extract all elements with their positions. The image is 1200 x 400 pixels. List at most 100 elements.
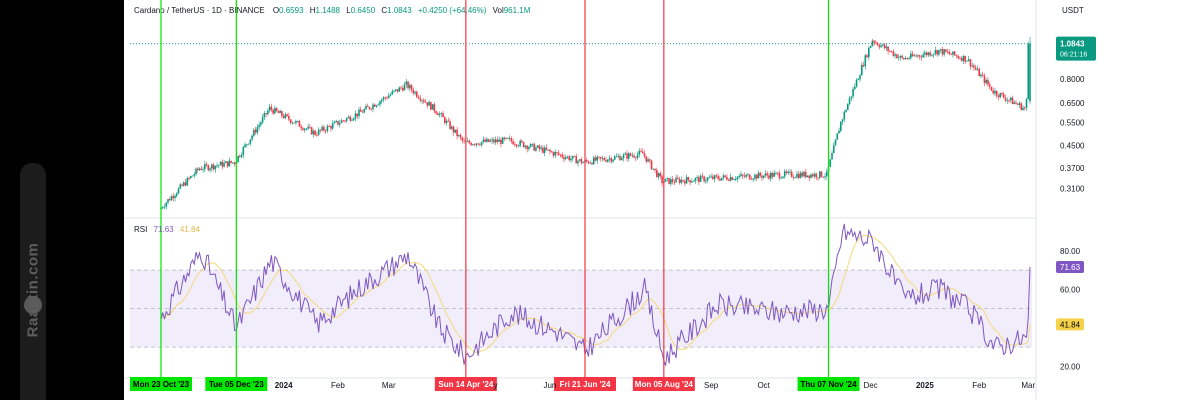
candle-99	[333, 120, 336, 124]
candle-79	[298, 119, 301, 127]
candle-388	[839, 121, 842, 133]
candle-155	[431, 104, 434, 110]
candle-382	[829, 158, 832, 168]
candle-261	[617, 153, 620, 159]
candle-58	[261, 114, 264, 125]
candle-128	[384, 96, 387, 101]
candle-26	[205, 161, 208, 168]
candle-247	[592, 155, 595, 165]
candle-60	[265, 112, 267, 118]
candle-421	[897, 54, 900, 61]
candle-476	[994, 88, 996, 97]
candle-40	[230, 160, 232, 164]
candle-4	[167, 198, 169, 205]
candle-218	[542, 145, 544, 154]
candle-24	[202, 166, 204, 173]
candle-214	[535, 145, 537, 153]
candle-233	[568, 154, 571, 162]
candle-377	[820, 171, 823, 178]
candle-387	[838, 127, 840, 134]
candle-213	[533, 142, 535, 151]
candle-230	[563, 154, 565, 163]
candle-80	[300, 124, 302, 132]
candle-444	[938, 50, 940, 57]
candle-253	[603, 156, 606, 161]
candle-294	[675, 174, 677, 183]
candle-468	[980, 72, 982, 79]
candle-203	[515, 143, 518, 149]
candle-154	[430, 101, 432, 111]
candle-332	[741, 173, 744, 180]
chart-card[interactable]: Cardano / TetherUS · 1D · BINANCE O0.659…	[124, 0, 1200, 400]
price-tick-5: 0.3100	[1060, 185, 1085, 194]
candle-495	[1027, 41, 1030, 100]
candle-15	[186, 176, 189, 187]
candle-340	[755, 174, 758, 182]
candle-84	[307, 123, 309, 130]
candle-44	[237, 155, 239, 164]
candle-484	[1008, 99, 1010, 104]
candle-30	[212, 163, 215, 172]
x-tick-dec: Dec	[863, 381, 877, 390]
candle-326	[731, 176, 733, 181]
candle-347	[768, 172, 770, 181]
candle-146	[415, 90, 418, 99]
candle-402	[864, 53, 867, 70]
candle-169	[456, 126, 458, 140]
candle-469	[981, 71, 984, 78]
candle-198	[507, 137, 509, 139]
candle-14	[184, 179, 187, 187]
candle-184	[482, 136, 485, 144]
candle-315	[712, 173, 714, 181]
candle-98	[331, 120, 334, 131]
price-tick-4: 0.3700	[1060, 164, 1085, 173]
candle-222	[549, 148, 551, 155]
candle-66	[275, 107, 278, 112]
side-strip	[20, 163, 46, 400]
candle-427	[908, 56, 910, 60]
candle-63	[270, 103, 273, 113]
candle-440	[931, 54, 933, 57]
candle-172	[461, 136, 464, 144]
candle-409	[876, 41, 879, 46]
candle-91	[319, 129, 322, 133]
candle-486	[1011, 95, 1014, 105]
candle-3	[165, 201, 168, 210]
rsi-tick-1: 60.00	[1060, 285, 1081, 294]
candle-370	[808, 175, 811, 182]
candle-408	[875, 40, 877, 45]
trading-chart[interactable]: Cardano / TetherUS · 1D · BINANCE O0.659…	[124, 0, 1200, 400]
candle-343	[761, 173, 763, 181]
symbol-title: Cardano / TetherUS · 1D · BINANCE	[134, 6, 265, 15]
candle-461	[967, 55, 970, 62]
candle-39	[228, 157, 231, 167]
candle-186	[486, 137, 488, 143]
candle-192	[496, 136, 499, 145]
rsi-tick-2: 20.00	[1060, 362, 1081, 371]
candle-344	[762, 175, 765, 180]
candle-42	[233, 161, 236, 167]
candle-458	[962, 54, 965, 65]
candle-452	[952, 51, 954, 58]
raastin-logo-icon	[24, 296, 42, 314]
candle-358	[787, 169, 790, 175]
candle-195	[501, 136, 504, 145]
candle-117	[365, 103, 367, 110]
candle-329	[736, 176, 739, 183]
candle-121	[372, 102, 374, 113]
candle-245	[589, 160, 592, 164]
candle-153	[428, 99, 430, 106]
candle-414	[885, 43, 888, 52]
candle-142	[408, 82, 411, 92]
marker-1: Tue 05 Dec '23	[205, 0, 268, 391]
candle-410	[878, 43, 881, 50]
candle-274	[640, 148, 642, 153]
candle-295	[677, 175, 679, 180]
candle-237	[575, 153, 578, 164]
candle-337	[750, 176, 753, 180]
candle-434	[920, 54, 923, 61]
candle-74	[289, 118, 292, 125]
x-tick-feb: Feb	[972, 381, 986, 390]
candle-467	[978, 67, 980, 77]
candle-226	[556, 151, 558, 156]
